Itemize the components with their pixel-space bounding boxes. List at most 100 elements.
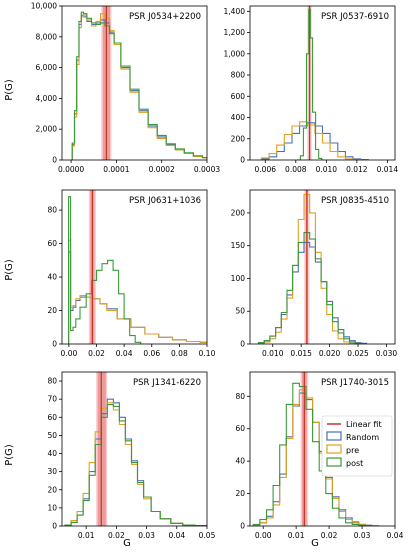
y-tick-label: 800 bbox=[231, 71, 246, 80]
x-tick-label: 0.00 bbox=[255, 531, 272, 540]
x-tick-label: 0.03 bbox=[354, 531, 371, 540]
x-tick-label: 0.010 bbox=[262, 349, 284, 358]
legend-label: Random bbox=[346, 433, 379, 442]
x-axis-label-right: G bbox=[311, 538, 319, 549]
x-tick-label: 0.05 bbox=[199, 531, 216, 540]
axes-frame bbox=[61, 5, 208, 161]
x-tick-label: 0.006 bbox=[255, 165, 277, 174]
x-tick-label: 0.014 bbox=[377, 165, 399, 174]
x-tick-label: 0.01 bbox=[78, 531, 95, 540]
y-tick-label: 1,400 bbox=[224, 7, 246, 16]
axes-frame bbox=[61, 189, 208, 345]
panel-5: 0.01 0.02 0.03 0.04 0.05 0 10 20 30 40 50 60 70 80 PSR… bbox=[47, 371, 216, 540]
legend-box bbox=[321, 415, 393, 477]
y-tick-label: 40 bbox=[235, 457, 245, 466]
legend-label: post bbox=[346, 459, 363, 468]
panel-6: 0.00 0.01 0.02 0.03 0.04 0 20 40 60 80 PSR J1740-3… bbox=[235, 371, 404, 540]
x-axis-label-left: G bbox=[123, 538, 131, 549]
y-tick-label: 400 bbox=[231, 113, 246, 122]
y-tick-label: 60 bbox=[235, 424, 245, 433]
x-tick-label: 0.03 bbox=[138, 531, 155, 540]
y-tick-label: 20 bbox=[235, 489, 245, 498]
y-tick-label: 0 bbox=[52, 522, 57, 531]
series-random bbox=[71, 14, 207, 160]
x-tick-label: 0.01 bbox=[288, 531, 305, 540]
y-tick-label: 10 bbox=[47, 503, 57, 512]
y-tick-label: 1,000 bbox=[224, 49, 246, 58]
y-tick-label: 60 bbox=[47, 239, 57, 248]
series-random bbox=[257, 241, 368, 344]
y-tick-label: 20 bbox=[47, 485, 57, 494]
y-tick-label: 1,200 bbox=[224, 28, 246, 37]
y-tick-label: 70 bbox=[47, 395, 57, 404]
legend-label: Linear fit bbox=[346, 420, 382, 429]
y-tick-label: 2,000 bbox=[36, 125, 58, 134]
y-tick-label: 50 bbox=[235, 307, 245, 316]
x-tick-label: 0.030 bbox=[376, 349, 398, 358]
x-tick-label: 0.02 bbox=[321, 531, 338, 540]
x-tick-label: 0.0001 bbox=[103, 165, 129, 174]
panel-3: 0.00 0.02 0.04 0.06 0.08 0.10 0 20 40 60 80 PSR J06… bbox=[47, 189, 216, 358]
x-tick-label: 0.020 bbox=[319, 349, 341, 358]
y-tick-label: 200 bbox=[231, 208, 246, 217]
legend: Linear fit Random pre post bbox=[321, 415, 393, 477]
y-tick-label: 80 bbox=[235, 392, 245, 401]
panel-title: PSR J1341-6220 bbox=[133, 378, 201, 388]
x-tick-label: 0.04 bbox=[116, 349, 133, 358]
x-tick-label: 0.012 bbox=[346, 165, 368, 174]
y-tick-label: 60 bbox=[47, 413, 57, 422]
axes-frame bbox=[61, 371, 208, 527]
panel-title: PSR J0835-4510 bbox=[321, 196, 389, 206]
series-pre bbox=[260, 121, 362, 160]
panel-title: PSR J0631+1036 bbox=[129, 196, 201, 206]
legend-swatch bbox=[326, 444, 342, 454]
y-tick-label: 150 bbox=[231, 241, 246, 250]
series-post bbox=[252, 382, 373, 526]
series-post bbox=[68, 196, 142, 344]
y-tick-label: 6,000 bbox=[36, 63, 58, 72]
x-tick-label: 0.06 bbox=[143, 349, 160, 358]
y-tick-label: 40 bbox=[47, 449, 57, 458]
x-tick-label: 0.025 bbox=[347, 349, 369, 358]
y-tick-label: 0 bbox=[52, 340, 57, 349]
x-tick-label: 0.0003 bbox=[194, 165, 220, 174]
y-tick-label: 0 bbox=[240, 156, 245, 165]
panel-4: 0.010 0.015 0.020 0.025 0.030 0 50 100 150 200 PSR… bbox=[231, 189, 398, 358]
axes-frame bbox=[249, 371, 396, 527]
y-tick-label: 30 bbox=[47, 467, 57, 476]
y-tick-label: 600 bbox=[231, 92, 246, 101]
y-tick-label: 80 bbox=[47, 206, 57, 215]
panel-1: 0.0000 0.0001 0.0002 0.0003 0 2,000 4,000 6,000… bbox=[31, 2, 221, 175]
y-tick-label: 10,000 bbox=[31, 2, 57, 11]
x-tick-label: 0.02 bbox=[88, 349, 105, 358]
y-axis-label-row-2: P(G) bbox=[4, 259, 15, 281]
y-tick-label: 200 bbox=[231, 134, 246, 143]
panel-title: PSR J1740-3015 bbox=[321, 378, 389, 388]
y-tick-label: 20 bbox=[47, 306, 57, 315]
x-tick-label: 0.10 bbox=[199, 349, 216, 358]
y-tick-label: 40 bbox=[47, 273, 57, 282]
x-tick-label: 0.0002 bbox=[149, 165, 175, 174]
series-post bbox=[64, 404, 207, 526]
y-axis-label-row-3: P(G) bbox=[4, 444, 15, 466]
x-tick-label: 0.008 bbox=[285, 165, 307, 174]
x-tick-label: 0.08 bbox=[171, 349, 188, 358]
y-tick-label: 0 bbox=[52, 156, 57, 165]
panel-2: 0.006 0.008 0.010 0.012 0.014 0 200 400 600 800 1,… bbox=[224, 5, 399, 174]
series-pre bbox=[71, 13, 207, 160]
x-tick-label: 0.04 bbox=[168, 531, 185, 540]
x-tick-label: 0.04 bbox=[387, 531, 404, 540]
y-axis-label-row-1: P(G) bbox=[4, 79, 15, 101]
y-tick-label: 100 bbox=[231, 274, 246, 283]
legend-label: pre bbox=[346, 446, 359, 455]
axes-frame bbox=[249, 189, 396, 345]
series-post bbox=[71, 11, 207, 160]
x-tick-label: 0.0000 bbox=[58, 165, 84, 174]
x-tick-label: 0.010 bbox=[316, 165, 338, 174]
x-tick-label: 0.015 bbox=[290, 349, 312, 358]
axes-frame bbox=[249, 5, 396, 161]
y-tick-label: 0 bbox=[240, 340, 245, 349]
legend-swatch bbox=[326, 457, 342, 467]
y-tick-label: 0 bbox=[240, 522, 245, 531]
